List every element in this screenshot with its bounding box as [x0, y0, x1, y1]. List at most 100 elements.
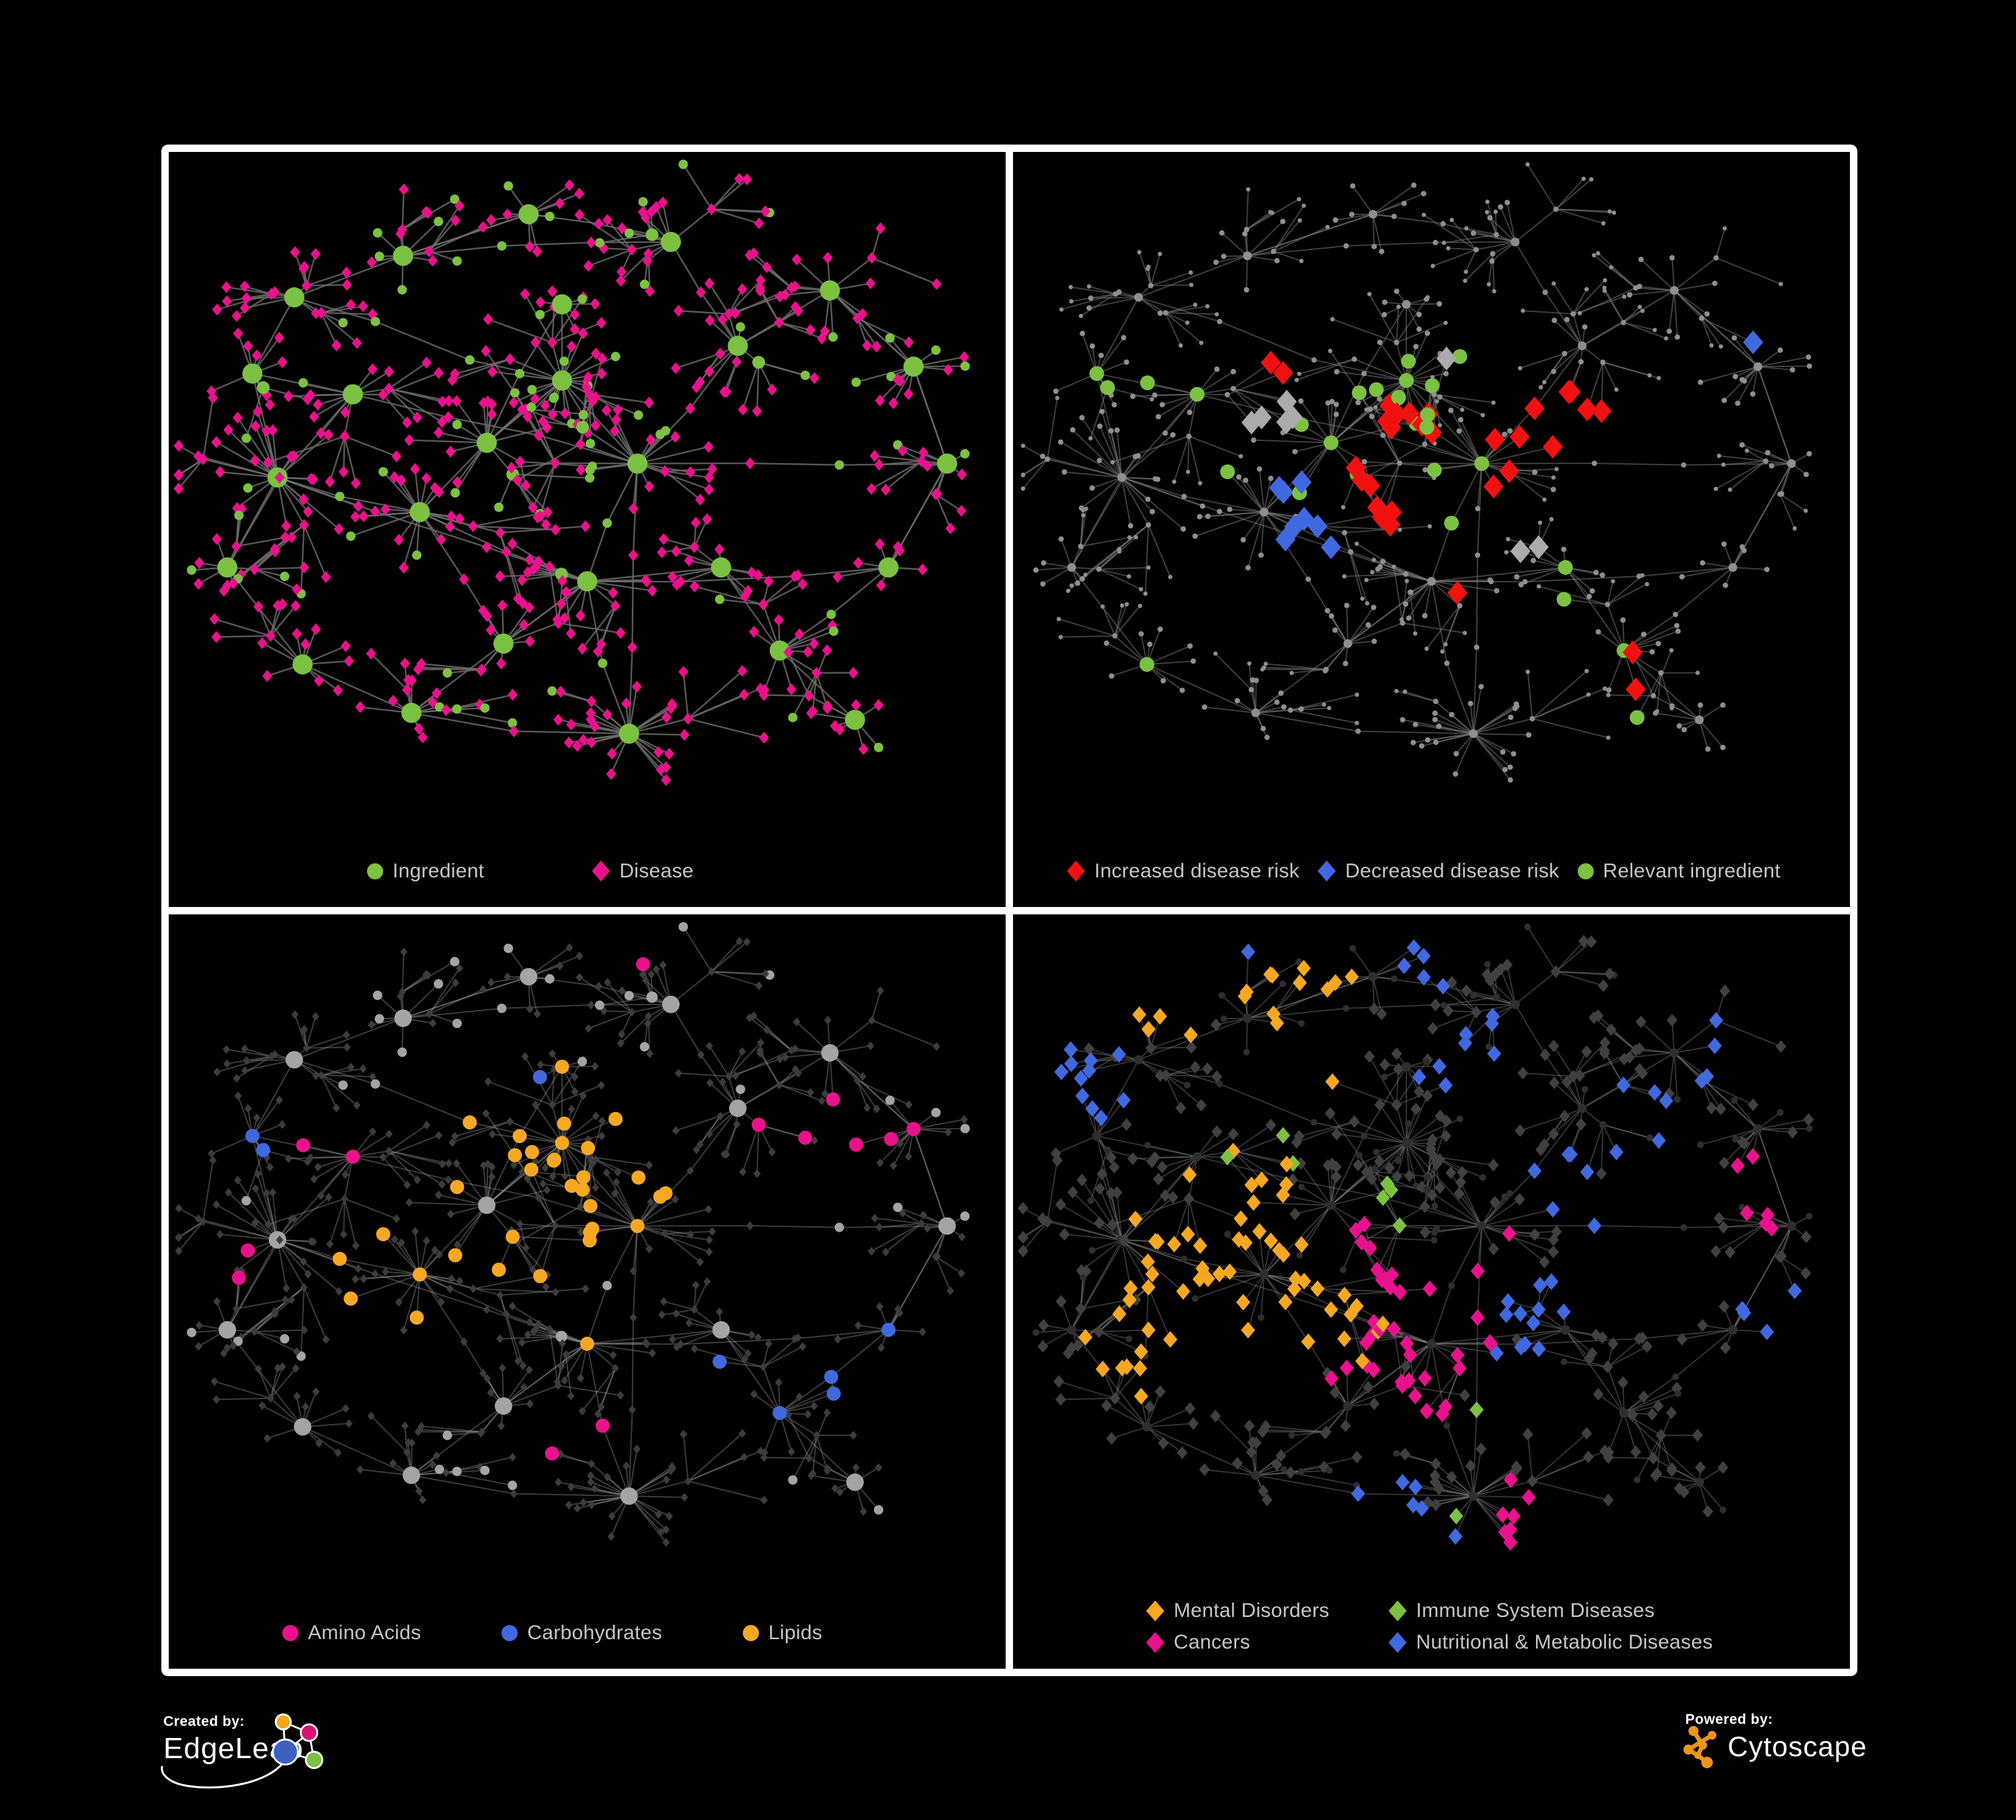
node	[673, 305, 684, 317]
node	[819, 325, 830, 338]
node	[1577, 311, 1582, 316]
node	[811, 666, 822, 679]
node	[1242, 1013, 1252, 1023]
node	[772, 1405, 787, 1420]
node	[437, 416, 447, 428]
node	[411, 1226, 419, 1236]
node	[1157, 626, 1163, 632]
node	[1141, 1321, 1156, 1339]
node	[1348, 1115, 1360, 1128]
node	[578, 410, 588, 420]
node	[354, 1263, 362, 1273]
node	[312, 1070, 320, 1080]
node	[1157, 310, 1163, 316]
node	[1243, 477, 1248, 483]
node	[1271, 248, 1277, 254]
node	[1086, 284, 1092, 289]
node	[598, 1116, 606, 1125]
node	[234, 510, 244, 520]
node	[595, 238, 604, 248]
node	[588, 395, 598, 407]
node	[397, 223, 407, 236]
node	[452, 420, 462, 430]
node	[620, 1487, 638, 1505]
node	[645, 228, 659, 241]
node	[1488, 579, 1494, 584]
node	[335, 491, 345, 502]
node	[233, 411, 243, 424]
node	[644, 480, 655, 493]
node	[1343, 243, 1349, 249]
node	[1421, 212, 1426, 217]
node	[680, 1429, 688, 1439]
node	[1452, 1359, 1467, 1376]
node	[508, 1301, 516, 1310]
node	[1483, 474, 1504, 499]
node	[1381, 1073, 1388, 1080]
node	[1295, 957, 1303, 965]
node	[759, 1362, 767, 1372]
node	[705, 1129, 713, 1138]
node	[1100, 604, 1105, 609]
node	[637, 206, 648, 219]
node	[1470, 1308, 1485, 1326]
node	[823, 1464, 832, 1472]
node	[515, 455, 526, 468]
network-graph-disease-classes	[1017, 923, 1814, 1550]
node	[1591, 399, 1612, 424]
node	[1412, 1068, 1426, 1085]
node	[671, 545, 682, 557]
node	[1291, 1136, 1302, 1149]
node	[1548, 1127, 1560, 1140]
node	[1379, 249, 1385, 255]
node	[825, 1092, 840, 1107]
node	[1474, 644, 1480, 650]
node	[1184, 1081, 1191, 1089]
node	[1502, 766, 1508, 773]
node	[849, 1430, 857, 1439]
node	[1364, 407, 1369, 412]
node	[598, 658, 608, 668]
node	[426, 1008, 433, 1018]
node	[590, 298, 600, 310]
node	[1380, 559, 1386, 564]
node	[759, 731, 769, 744]
node	[1387, 1320, 1402, 1337]
node	[1377, 396, 1383, 402]
node	[285, 1050, 303, 1068]
node	[1377, 564, 1383, 570]
node	[1400, 620, 1406, 626]
node	[1242, 231, 1248, 237]
node	[573, 1503, 581, 1513]
node	[794, 1068, 802, 1078]
node	[1107, 1218, 1118, 1231]
node	[1666, 1406, 1677, 1419]
node	[1444, 516, 1459, 531]
node	[510, 1489, 518, 1498]
node	[759, 688, 770, 701]
node	[549, 1172, 557, 1181]
node	[610, 425, 620, 437]
node	[1450, 1346, 1465, 1363]
node	[551, 1220, 559, 1230]
node	[534, 1319, 542, 1328]
node	[803, 645, 813, 658]
panel-nutrient-classes: Amino Acids Carbohydrates Lipids	[169, 914, 1006, 1669]
node	[1769, 463, 1775, 469]
node	[1424, 330, 1430, 336]
node	[1560, 1324, 1570, 1335]
node	[885, 1095, 895, 1105]
node	[1591, 461, 1597, 467]
node	[1524, 396, 1545, 421]
node	[1332, 217, 1338, 223]
node	[1787, 459, 1796, 468]
edgeleap-network-icon	[272, 1713, 323, 1770]
node	[1630, 1043, 1642, 1057]
node	[893, 1202, 903, 1212]
node	[1241, 1321, 1256, 1339]
node	[312, 1011, 319, 1021]
node	[578, 1406, 586, 1415]
node	[1246, 187, 1250, 192]
node	[1260, 350, 1281, 375]
node	[214, 466, 225, 478]
